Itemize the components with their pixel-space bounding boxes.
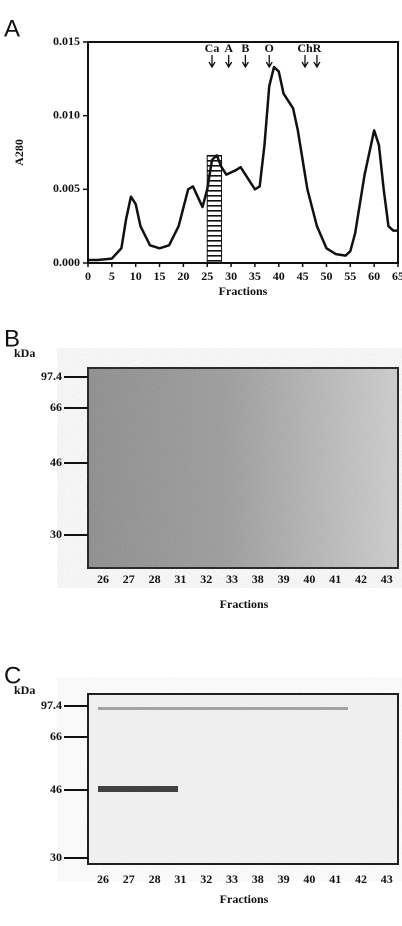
marker-label: 30 bbox=[50, 527, 62, 541]
lane-label: 38 bbox=[252, 572, 264, 586]
annotation: B bbox=[241, 41, 249, 55]
lane-label: 43 bbox=[381, 872, 393, 886]
y-tick-label: 0.000 bbox=[53, 255, 80, 269]
unit-label: kDa bbox=[14, 683, 35, 697]
annotation: Ca bbox=[205, 41, 220, 55]
y-axis-label: A280 bbox=[12, 139, 26, 166]
faint-band bbox=[98, 707, 348, 710]
x-axis-label: Fractions bbox=[219, 284, 268, 298]
x-tick-label: 15 bbox=[154, 269, 166, 283]
lane-label: 41 bbox=[329, 572, 341, 586]
x-tick-label: 35 bbox=[249, 269, 261, 283]
lane-label: 40 bbox=[303, 872, 315, 886]
x-tick-label: 60 bbox=[368, 269, 380, 283]
annotation: R bbox=[313, 41, 322, 55]
x-axis-label: Fractions bbox=[220, 597, 269, 611]
annotation-arrow bbox=[265, 55, 273, 69]
annotation: O bbox=[265, 41, 274, 55]
lane-label: 41 bbox=[329, 872, 341, 886]
lane-label: 26 bbox=[97, 572, 109, 586]
x-tick-label: 30 bbox=[225, 269, 237, 283]
lane-label: 39 bbox=[278, 872, 290, 886]
x-tick-label: 50 bbox=[320, 269, 332, 283]
lane-label: 33 bbox=[226, 872, 238, 886]
marker-label: 97.4 bbox=[41, 369, 62, 383]
lane-label: 43 bbox=[381, 572, 393, 586]
x-tick-label: 55 bbox=[344, 269, 356, 283]
panel-label: B bbox=[4, 325, 20, 352]
lane-label: 42 bbox=[355, 572, 367, 586]
x-tick-label: 10 bbox=[130, 269, 142, 283]
lane-label: 40 bbox=[303, 572, 315, 586]
marker-label: 97.4 bbox=[41, 698, 62, 712]
lane-label: 31 bbox=[174, 572, 186, 586]
marker-label: 30 bbox=[50, 850, 62, 864]
x-tick-label: 40 bbox=[273, 269, 285, 283]
lane-label: 28 bbox=[149, 872, 161, 886]
marker-label: 66 bbox=[50, 729, 62, 743]
x-tick-label: 65 bbox=[392, 269, 402, 283]
lane-label: 39 bbox=[278, 572, 290, 586]
annotation: Ch bbox=[297, 41, 313, 55]
marker-label: 46 bbox=[50, 455, 62, 469]
annotation-arrow bbox=[313, 55, 321, 69]
lane-label: 38 bbox=[252, 872, 264, 886]
lane-label: 33 bbox=[226, 572, 238, 586]
x-tick-label: 25 bbox=[201, 269, 213, 283]
y-tick-label: 0.005 bbox=[53, 181, 80, 195]
panel-label: A bbox=[4, 15, 20, 42]
lane-label: 26 bbox=[97, 872, 109, 886]
lane-label: 32 bbox=[200, 572, 212, 586]
band bbox=[98, 786, 178, 792]
plot-frame bbox=[87, 41, 399, 264]
lane-label: 27 bbox=[123, 872, 135, 886]
lane-label: 27 bbox=[123, 572, 135, 586]
y-tick-label: 0.015 bbox=[53, 34, 80, 48]
x-tick-label: 0 bbox=[85, 269, 91, 283]
marker-label: 66 bbox=[50, 400, 62, 414]
x-tick-label: 5 bbox=[109, 269, 115, 283]
x-tick-label: 45 bbox=[297, 269, 309, 283]
gel-texture bbox=[88, 368, 398, 568]
annotation-arrow bbox=[208, 55, 216, 69]
lane-label: 32 bbox=[200, 872, 212, 886]
annotation-arrow bbox=[241, 55, 249, 69]
panel-label: C bbox=[4, 662, 21, 689]
annotation-arrow bbox=[301, 55, 309, 69]
marker-label: 46 bbox=[50, 782, 62, 796]
lane-label: 28 bbox=[149, 572, 161, 586]
x-tick-label: 20 bbox=[177, 269, 189, 283]
gel-texture bbox=[88, 694, 398, 864]
curve bbox=[88, 65, 398, 262]
unit-label: kDa bbox=[14, 346, 35, 360]
lane-label: 42 bbox=[355, 872, 367, 886]
y-tick-label: 0.010 bbox=[53, 107, 80, 121]
annotation: A bbox=[224, 41, 233, 55]
x-axis-label: Fractions bbox=[220, 892, 269, 906]
lane-label: 31 bbox=[174, 872, 186, 886]
annotation-arrow bbox=[225, 55, 233, 69]
